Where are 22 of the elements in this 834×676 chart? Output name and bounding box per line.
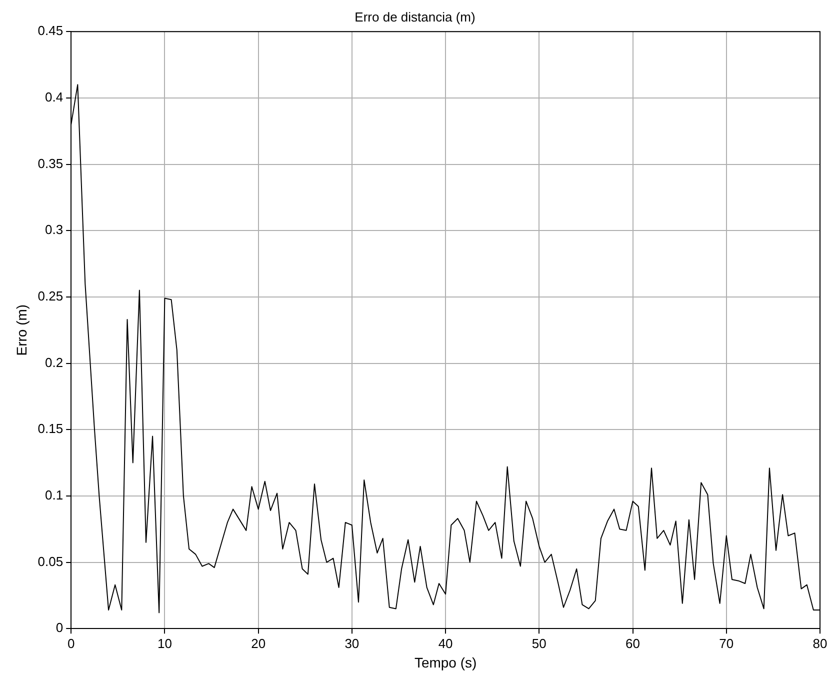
x-tick-label: 80 <box>812 636 828 651</box>
x-tick-label: 30 <box>344 636 360 651</box>
x-tick-label: 60 <box>626 636 640 651</box>
x-tick-label: 70 <box>719 636 734 651</box>
x-tick-label: 20 <box>251 636 266 651</box>
y-tick-label: 0.15 <box>38 421 64 436</box>
y-tick-label: 0.45 <box>38 23 64 38</box>
y-tick-label: 0.35 <box>38 156 64 171</box>
chart-title: Erro de distancia (m) <box>354 9 476 24</box>
y-tick-label: 0.1 <box>45 488 64 503</box>
y-tick-label: 0.4 <box>45 90 64 105</box>
y-tick-label: 0.3 <box>45 222 64 238</box>
y-axis-title: Erro (m) <box>13 304 30 356</box>
x-axis-title: Tempo (s) <box>414 654 477 670</box>
y-tick-label: 0.2 <box>45 354 64 370</box>
y-tick-label: 0.25 <box>38 288 64 304</box>
y-tick-label: 0 <box>56 620 64 636</box>
x-tick-label: 40 <box>438 636 453 651</box>
x-tick-label: 10 <box>157 636 172 651</box>
x-tick-label: 0 <box>67 636 75 651</box>
y-tick-label: 0.05 <box>38 554 64 569</box>
x-tick-label: 50 <box>532 636 546 651</box>
